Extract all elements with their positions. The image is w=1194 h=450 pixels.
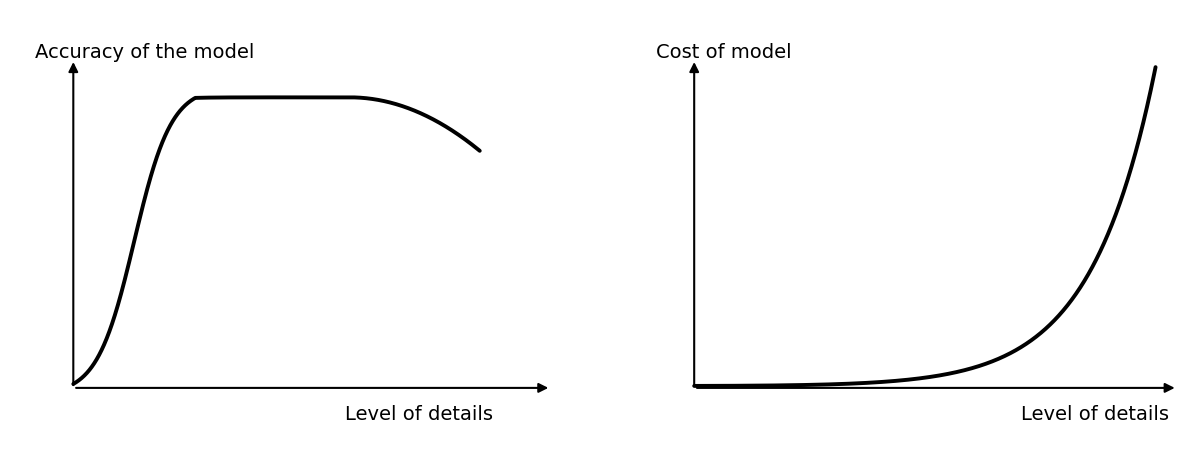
Text: Level of details: Level of details — [345, 405, 493, 423]
Text: Cost of model: Cost of model — [656, 43, 792, 63]
Text: Accuracy of the model: Accuracy of the model — [35, 43, 254, 63]
Text: Level of details: Level of details — [1021, 405, 1169, 423]
